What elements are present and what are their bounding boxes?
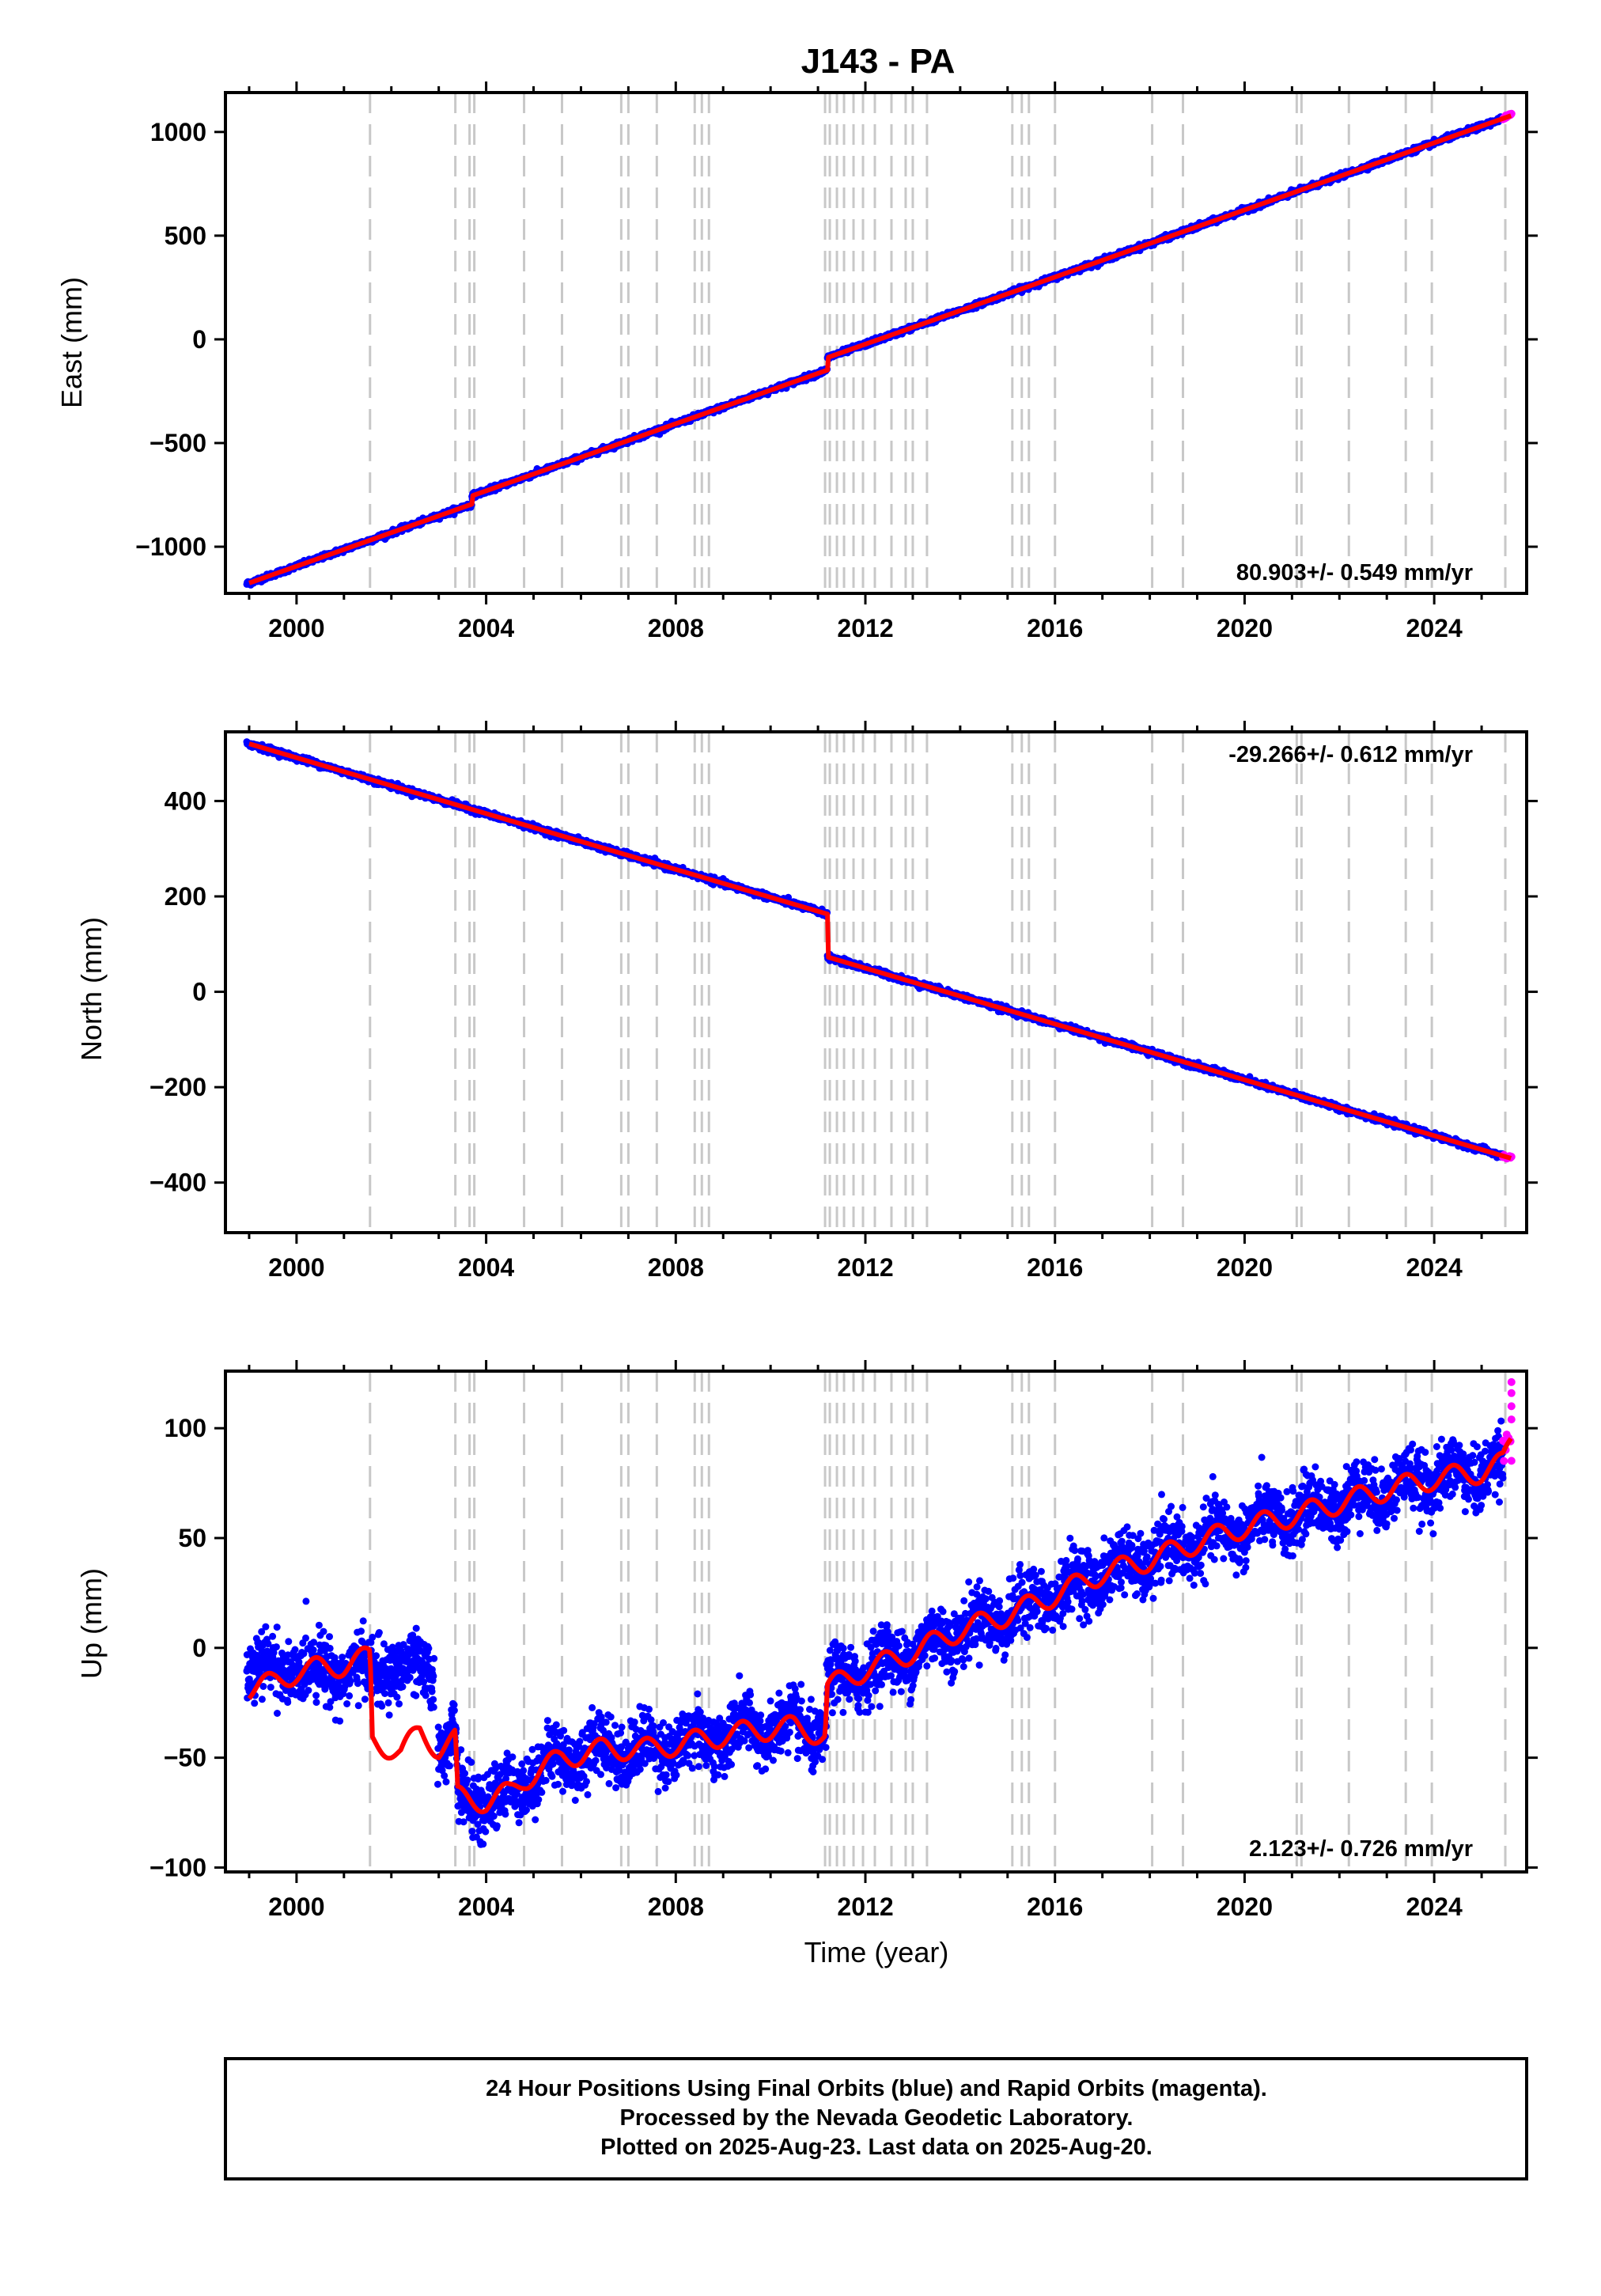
east-x-tick-label: 2024 [1406, 614, 1463, 642]
east-event-lines [369, 93, 1507, 593]
east-y-tick-label: −500 [150, 429, 206, 457]
panel-north: 2000 2004 2008 2012 2016 2020 2024 4002000−200… [75, 721, 1538, 1282]
east-x-tick-label: 2000 [268, 614, 324, 642]
north-event-lines [369, 732, 1507, 1233]
chart-title: J143 - PA [801, 42, 956, 81]
east-y-tick-label: −1000 [135, 532, 206, 561]
east-x-tick-label: 2020 [1217, 614, 1273, 642]
east-x-tick-label: 2004 [458, 614, 514, 642]
east-y-axis-label: East (mm) [55, 277, 88, 408]
east-y-tick-label: 0 [192, 325, 206, 354]
east-x-tick-label: 2008 [648, 614, 704, 642]
panel-east: 2000 2004 2008 2012 2016 2020 2024 1000 500 0 −50… [55, 81, 1538, 642]
east-x-tick-label: 2016 [1027, 614, 1083, 642]
east-rate-label: 80.903+/- 0.549 mm/yr [1236, 560, 1473, 585]
east-x-tick-label: 2012 [837, 614, 893, 642]
east-y-tick-label: 1000 [150, 118, 206, 146]
east-y-tick-label: 500 [165, 222, 206, 250]
